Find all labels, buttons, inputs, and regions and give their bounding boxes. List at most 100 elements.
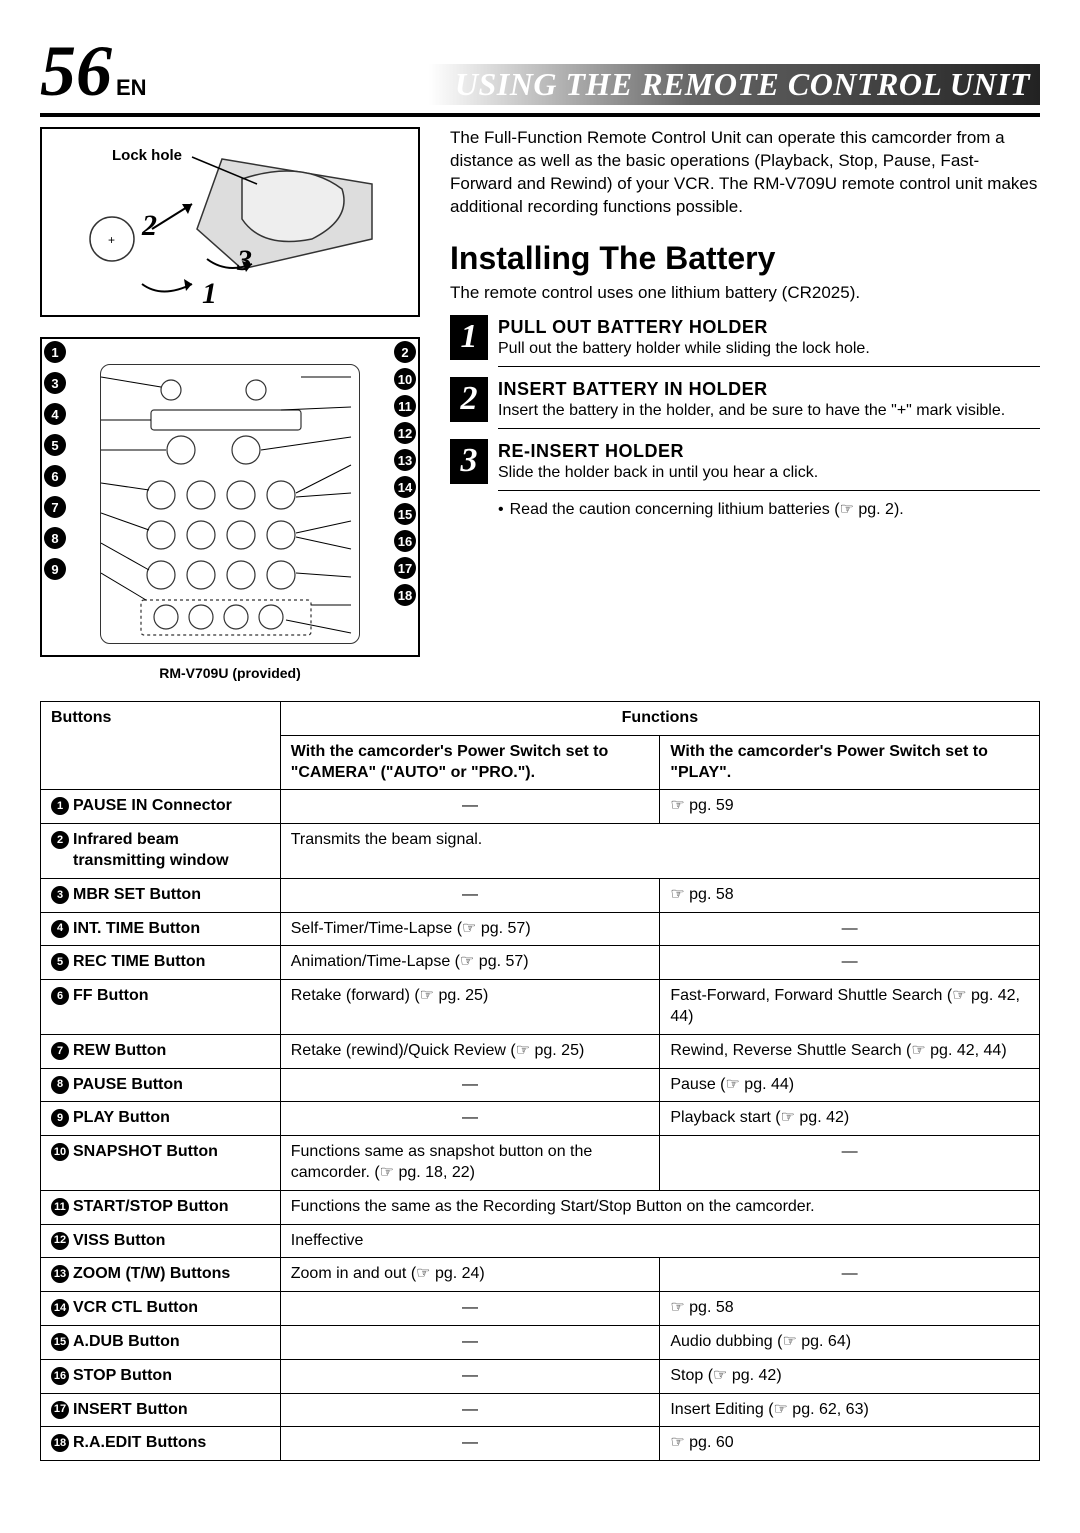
callout-badge-11: 11 (394, 395, 416, 417)
row-badge: 1 (51, 797, 69, 815)
row-label: INT. TIME Button (73, 919, 200, 940)
step-num: 3 (450, 439, 488, 484)
row-func-span: Transmits the beam signal. (280, 824, 1039, 879)
row-func-play: Insert Editing (☞ pg. 62, 63) (660, 1393, 1040, 1427)
row-func-play: Stop (☞ pg. 42) (660, 1359, 1040, 1393)
table-row: 14VCR CTL Button—☞ pg. 58 (41, 1292, 1040, 1326)
table-row: 10SNAPSHOT ButtonFunctions same as snaps… (41, 1136, 1040, 1191)
row-func-camera: Zoom in and out (☞ pg. 24) (280, 1258, 660, 1292)
remote-svg (101, 365, 359, 643)
step-text: Slide the holder back in until you hear … (498, 463, 1040, 484)
row-badge: 11 (51, 1198, 69, 1216)
callout-badge-5: 5 (44, 434, 66, 456)
row-func-camera: — (280, 790, 660, 824)
table-row: 13ZOOM (T/W) Buttons Zoom in and out (☞ p… (41, 1258, 1040, 1292)
step-1: 1 PULL OUT BATTERY HOLDER Pull out the b… (450, 315, 1040, 360)
row-label: START/STOP Button (73, 1197, 229, 1218)
row-func-span: Functions the same as the Recording Star… (280, 1190, 1039, 1224)
row-badge: 17 (51, 1401, 69, 1419)
row-func-play: ☞ pg. 59 (660, 790, 1040, 824)
diagram-num-3: 3 (237, 244, 252, 278)
callout-badge-2: 2 (394, 341, 416, 363)
table-row: 4INT. TIME ButtonSelf-Timer/Time-Lapse (… (41, 912, 1040, 946)
functions-table: Buttons Functions With the camcorder's P… (40, 701, 1040, 1461)
callout-badge-6: 6 (44, 465, 66, 487)
row-func-camera: — (280, 1427, 660, 1461)
row-func-camera: — (280, 1292, 660, 1326)
step-3: 3 RE-INSERT HOLDER Slide the holder back… (450, 439, 1040, 484)
page-lang: EN (116, 75, 147, 101)
row-func-span: Ineffective (280, 1224, 1039, 1258)
page-header: 56 EN USING THE REMOTE CONTROL UNIT (40, 30, 1040, 117)
caution-bullet: • Read the caution concerning lithium ba… (498, 499, 1040, 521)
step-text: Pull out the battery holder while slidin… (498, 339, 1040, 360)
row-label: REC TIME Button (73, 952, 205, 973)
row-badge: 2 (51, 831, 69, 849)
row-badge: 12 (51, 1232, 69, 1250)
row-badge: 13 (51, 1265, 69, 1283)
table-row: 8PAUSE Button—Pause (☞ pg. 44) (41, 1068, 1040, 1102)
row-func-play: ☞ pg. 58 (660, 878, 1040, 912)
row-label: MBR SET Button (73, 885, 201, 906)
row-func-camera: Animation/Time-Lapse (☞ pg. 57) (280, 946, 660, 980)
row-badge: 5 (51, 953, 69, 971)
row-badge: 9 (51, 1109, 69, 1127)
table-row: 15A.DUB Button—Audio dubbing (☞ pg. 64) (41, 1325, 1040, 1359)
row-label: PLAY Button (73, 1108, 170, 1129)
row-label: VCR CTL Button (73, 1298, 198, 1319)
row-func-play: — (660, 1136, 1040, 1191)
row-label: INSERT Button (73, 1400, 188, 1421)
callout-badge-14: 14 (394, 476, 416, 498)
callout-badge-18: 18 (394, 584, 416, 606)
remote-caption: RM-V709U (provided) (40, 665, 420, 681)
battery-diagram-svg: + (42, 129, 418, 315)
row-label: ZOOM (T/W) Buttons (73, 1264, 230, 1285)
row-label: FF Button (73, 986, 149, 1007)
callout-badge-17: 17 (394, 557, 416, 579)
row-badge: 8 (51, 1076, 69, 1094)
table-row: 6FF ButtonRetake (forward) (☞ pg. 25)Fas… (41, 980, 1040, 1035)
table-row: 18R.A.EDIT Buttons—☞ pg. 60 (41, 1427, 1040, 1461)
table-row: 9PLAY Button —Playback start (☞ pg. 42) (41, 1102, 1040, 1136)
subhead-text: The remote control uses one lithium batt… (450, 282, 1040, 305)
row-func-camera: Self-Timer/Time-Lapse (☞ pg. 57) (280, 912, 660, 946)
intro-text: The Full-Function Remote Control Unit ca… (450, 127, 1040, 219)
callout-badge-15: 15 (394, 503, 416, 525)
table-row: 7REW ButtonRetake (rewind)/Quick Review … (41, 1034, 1040, 1068)
row-func-play: — (660, 1258, 1040, 1292)
callout-badge-8: 8 (44, 527, 66, 549)
step-num: 1 (450, 315, 488, 360)
callout-badge-12: 12 (394, 422, 416, 444)
callout-badge-1: 1 (44, 341, 66, 363)
row-func-camera: — (280, 1359, 660, 1393)
step-text: Insert the battery in the holder, and be… (498, 401, 1040, 422)
callout-badge-4: 4 (44, 403, 66, 425)
row-func-camera: — (280, 878, 660, 912)
th-play: With the camcorder's Power Switch set to… (660, 735, 1040, 790)
row-func-play: Rewind, Reverse Shuttle Search (☞ pg. 42… (660, 1034, 1040, 1068)
step-title: INSERT BATTERY IN HOLDER (498, 377, 1040, 401)
callout-badge-13: 13 (394, 449, 416, 471)
row-func-play: Playback start (☞ pg. 42) (660, 1102, 1040, 1136)
table-row: 1PAUSE IN Connector —☞ pg. 59 (41, 790, 1040, 824)
page-title: USING THE REMOTE CONTROL UNIT (167, 64, 1040, 105)
row-label: A.DUB Button (73, 1332, 180, 1353)
row-badge: 7 (51, 1042, 69, 1060)
row-label: VISS Button (73, 1231, 165, 1252)
row-func-play: Audio dubbing (☞ pg. 64) (660, 1325, 1040, 1359)
svg-text:+: + (108, 233, 115, 247)
callout-badge-16: 16 (394, 530, 416, 552)
table-row: 17INSERT Button—Insert Editing (☞ pg. 62… (41, 1393, 1040, 1427)
row-badge: 10 (51, 1143, 69, 1161)
diagram-num-2: 2 (142, 209, 157, 243)
row-badge: 3 (51, 886, 69, 904)
installing-battery-heading: Installing The Battery (450, 237, 1040, 280)
row-func-camera: — (280, 1102, 660, 1136)
row-label: SNAPSHOT Button (73, 1142, 218, 1163)
row-badge: 6 (51, 987, 69, 1005)
remote-diagram: 13456789 (40, 337, 420, 657)
row-func-play: Pause (☞ pg. 44) (660, 1068, 1040, 1102)
row-func-play: — (660, 946, 1040, 980)
row-label: PAUSE IN Connector (73, 796, 232, 817)
th-buttons: Buttons (41, 702, 281, 790)
